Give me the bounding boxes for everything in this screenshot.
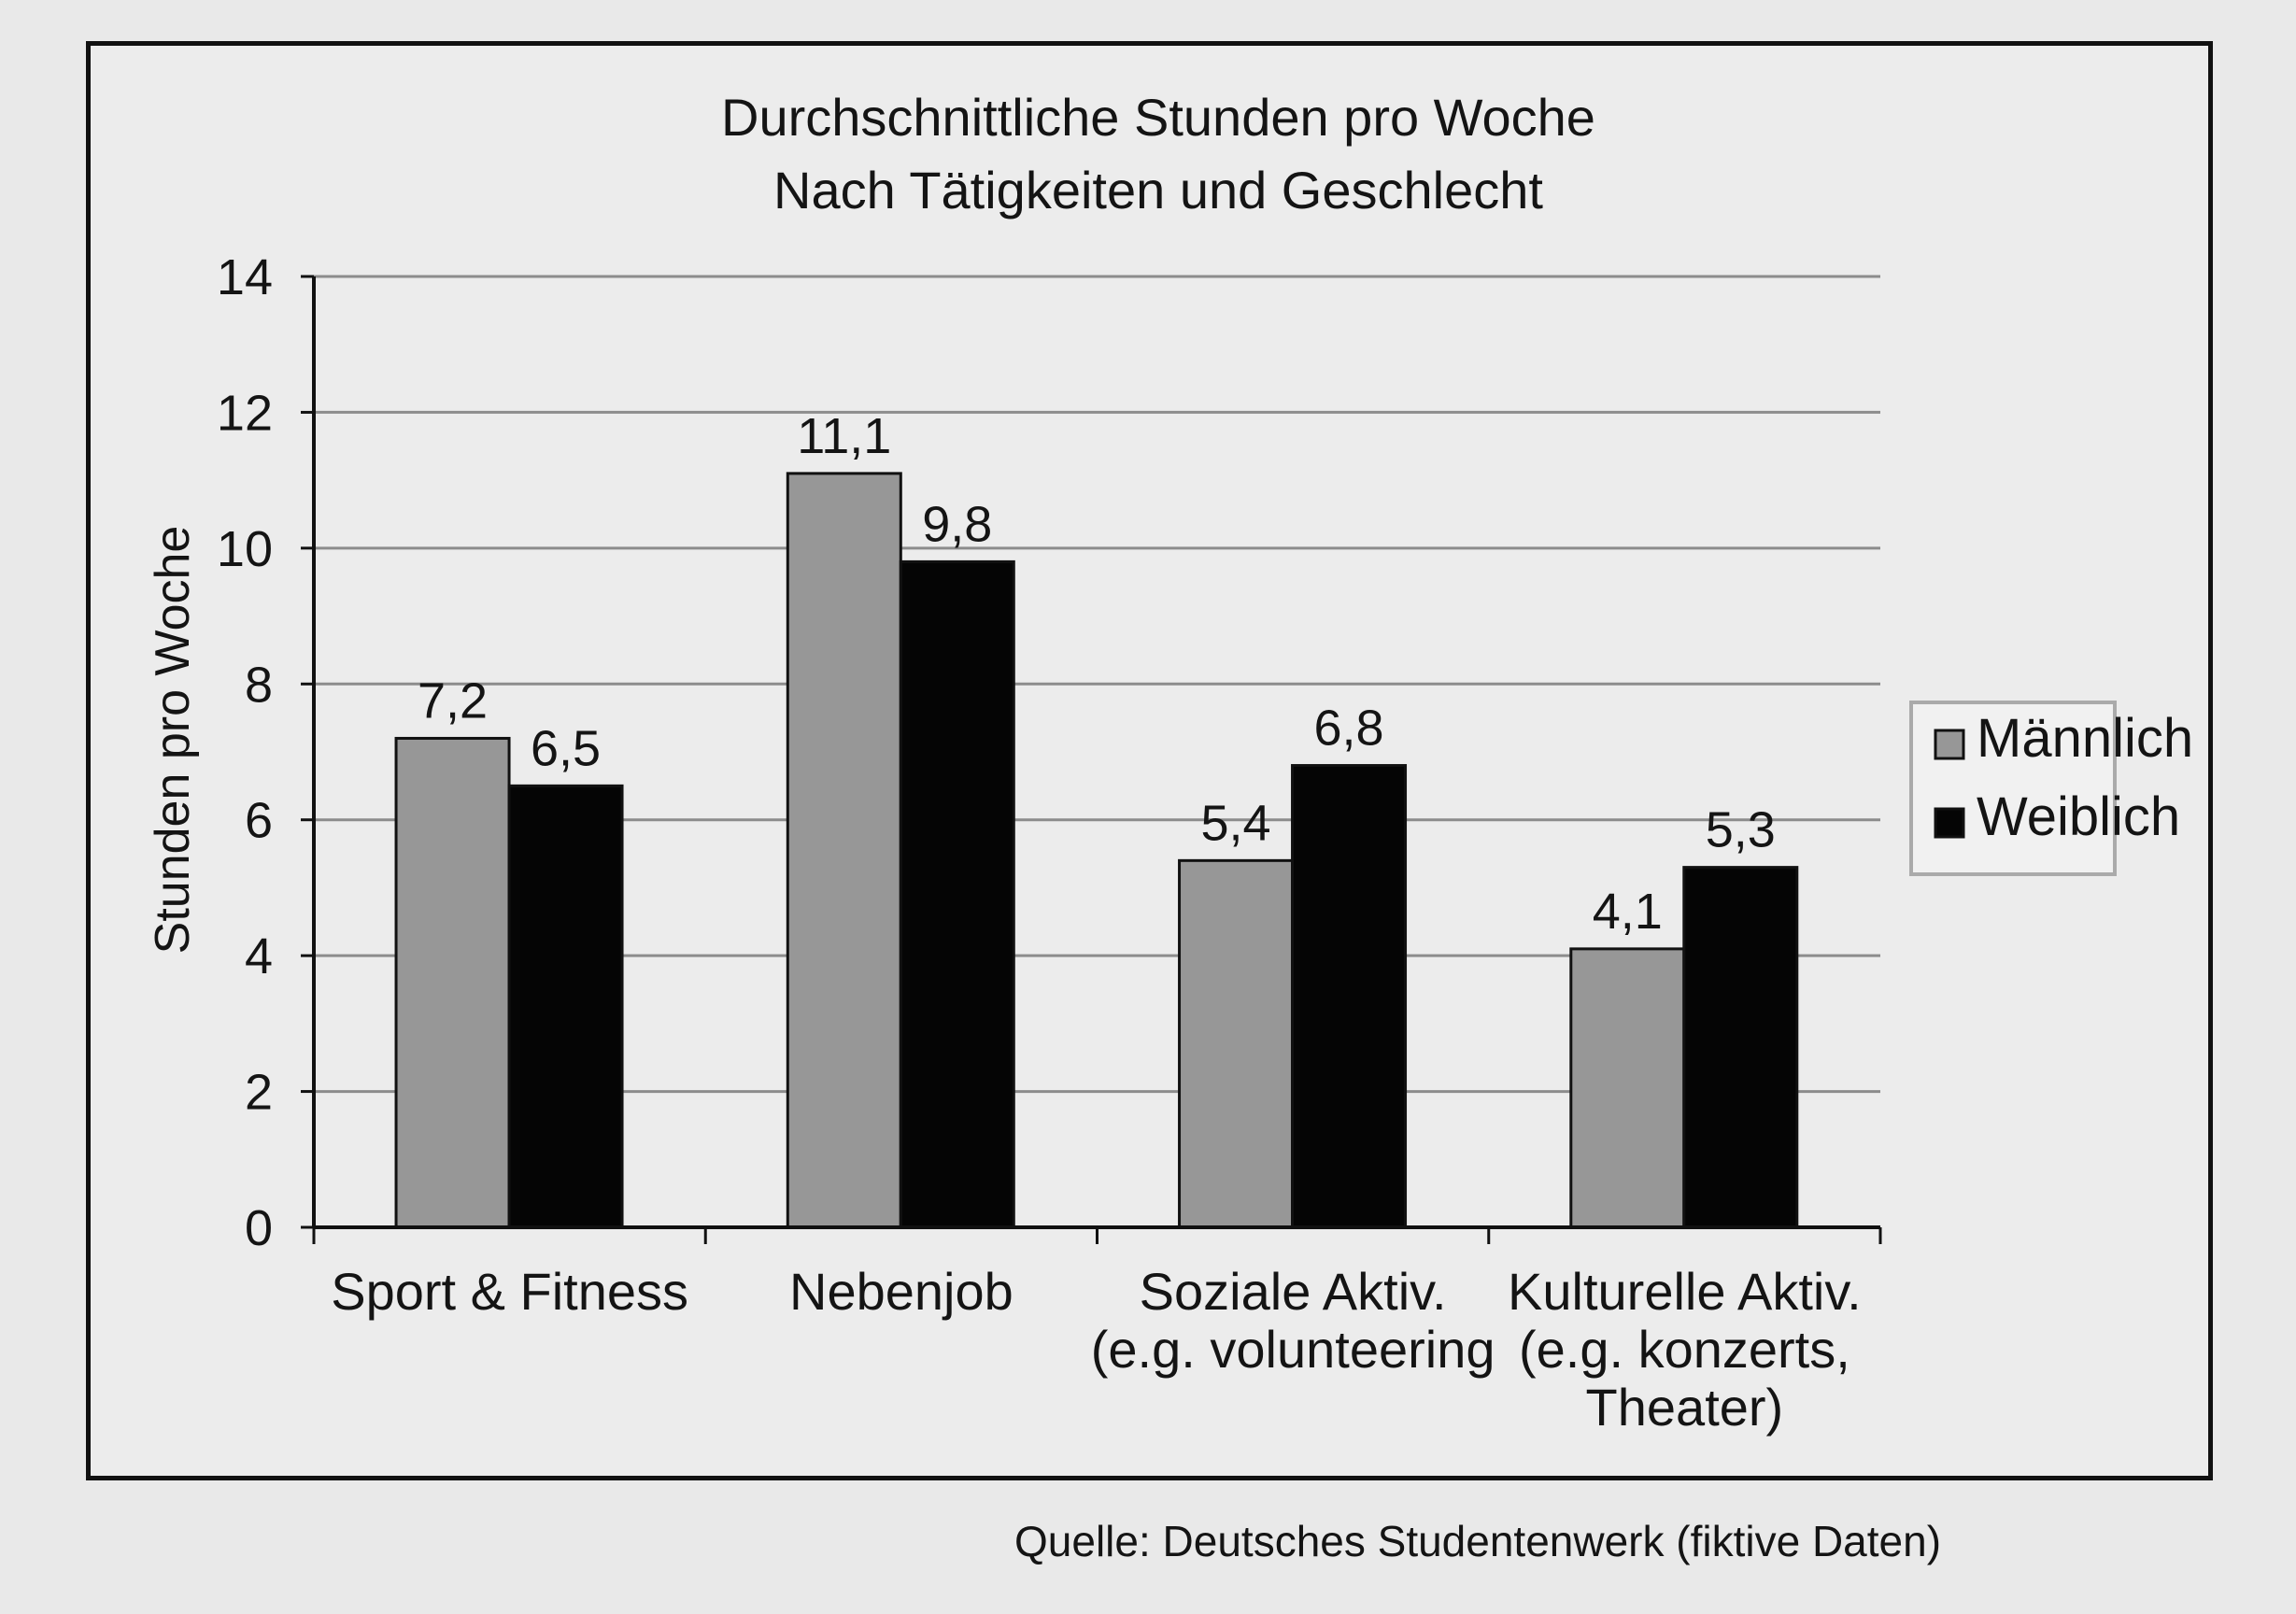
bar-value-label: 5,4 [1201,795,1271,851]
chart-title-line: Nach Tätigkeiten und Geschlecht [773,161,1543,219]
bar-weiblich [1291,764,1408,1229]
bars [394,472,1799,1229]
category-label: Kulturelle Aktiv. [1508,1262,1862,1321]
category-label: Theater) [1586,1378,1784,1437]
bar-value-label: 11,1 [797,408,891,464]
bar-value-label: 6,5 [531,720,601,776]
chart-text: Durchschnittliche Stunden pro Woche Nach … [146,88,1941,1565]
y-tick-label: 2 [245,1065,273,1121]
bar-weiblich [507,784,624,1229]
legend-swatch-weiblich [1934,807,1965,839]
y-tick-label: 4 [245,928,273,984]
legend-swatch-männlich [1934,729,1965,760]
axes [301,275,1882,1244]
y-tick-label: 12 [217,385,273,441]
y-axis-title: Stunden pro Woche [146,526,200,955]
bar-weiblich [1682,866,1799,1229]
y-tick-label: 6 [245,793,273,849]
bar-weiblich [899,559,1015,1229]
category-label: (e.g. volunteering [1091,1320,1495,1379]
bar-männlich [394,736,511,1229]
bar-value-label: 4,1 [1593,884,1663,940]
chart-title-line: Durchschnittliche Stunden pro Woche [721,88,1595,147]
category-label: Soziale Aktiv. [1140,1262,1447,1321]
bar-value-label: 5,3 [1706,802,1776,858]
y-tick-label: 14 [217,249,273,305]
y-tick-label: 10 [217,521,273,577]
category-label: (e.g. konzerts, [1519,1320,1850,1379]
category-label: Sport & Fitness [331,1262,688,1321]
source-note: Quelle: Deutsches Studentenwerk (fiktive… [1014,1517,1941,1565]
bar-value-label: 6,8 [1314,701,1384,757]
bar-männlich [1178,858,1295,1229]
y-tick-label: 8 [245,657,273,713]
y-tick-label: 0 [245,1200,273,1256]
bar-männlich [786,472,902,1229]
legend-label: Weiblich [1977,786,2180,847]
legend-label: Männlich [1977,708,2193,769]
category-label: Nebenjob [789,1262,1013,1321]
bar-value-label: 9,8 [922,496,992,552]
legend: Männlich Weiblich [1909,701,2193,876]
bar-value-label: 7,2 [418,672,488,729]
bar-männlich [1569,947,1686,1229]
